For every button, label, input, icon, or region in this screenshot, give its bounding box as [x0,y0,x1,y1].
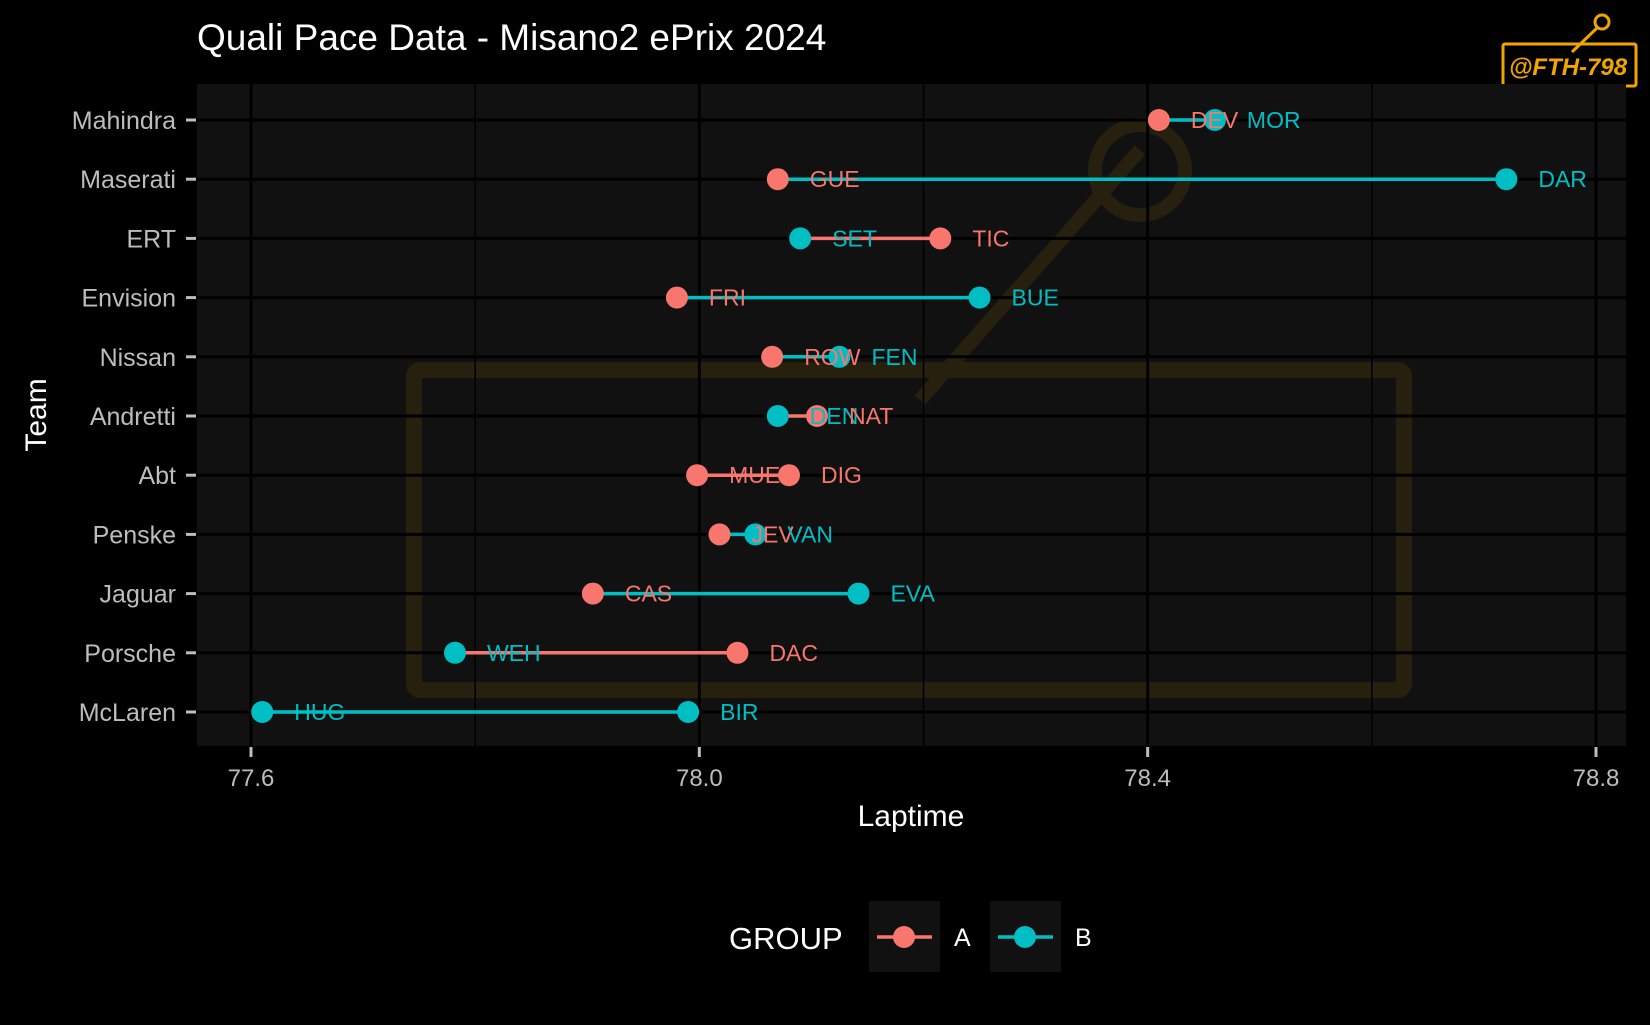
data-label: DIG [821,462,862,488]
legend-label: B [1075,924,1092,952]
data-point [708,523,731,546]
x-tick-label: 77.6 [228,765,275,792]
data-point [968,286,991,309]
data-point [1147,109,1170,131]
x-tick-label: 78.0 [676,765,723,792]
data-label: JEV [752,521,795,547]
data-label: GUE [810,166,860,192]
data-point [677,701,700,723]
legend-key-point [1014,926,1036,948]
data-label: DAR [1538,166,1587,192]
x-axis: 77.6 78.0 78.4 78.8 [228,747,1620,792]
data-point [665,286,688,309]
data-point [443,641,466,664]
data-point [766,405,789,427]
data-point [806,405,829,427]
data-point [686,464,709,487]
y-tick-label: Nissan [100,344,176,372]
data-point [581,582,604,605]
y-tick-label: Porsche [84,640,176,668]
data-point [1495,168,1518,191]
data-label: BIR [720,699,758,725]
data-point [1203,109,1226,131]
data-label: MOR [1247,107,1301,133]
data-point [847,582,870,605]
legend-label: A [954,924,971,952]
background-watermark [406,118,1412,698]
data-point [828,345,851,368]
data-point [766,168,789,191]
x-axis-title: Laptime [858,800,965,833]
y-axis-title: Team [20,378,53,451]
data-label: ROW [804,344,861,370]
watermark-logo-text: @FTH-798 [1509,54,1628,81]
legend-key-point [893,926,915,948]
data-point [744,523,767,546]
data-label: DEV [1191,107,1239,133]
y-tick-label: Jaguar [100,581,176,609]
y-tick-label: Andretti [90,403,176,431]
data-label: NAT [849,403,893,429]
x-tick-label: 78.4 [1124,765,1171,792]
data-point [726,641,749,664]
data-point [761,345,784,368]
data-point [251,701,274,723]
data-label: VAN [787,521,833,547]
data-label: EVA [890,581,935,607]
chart-title: Quali Pace Data - Misano2 ePrix 2024 [197,17,826,58]
data-label: HUG [294,699,345,725]
y-tick-label: Mahindra [72,107,176,135]
data-label: SET [832,225,877,251]
watermark-logo: @FTH-798 [1501,13,1638,88]
data-label: DAC [769,640,818,666]
data-point [929,227,952,250]
data-point [778,464,800,487]
data-label: CAS [625,581,672,607]
y-tick-label: Abt [138,462,176,490]
data-label: FEN [871,344,917,370]
legend: GROUP A B [729,901,1092,972]
data-label: TIC [972,225,1009,251]
y-tick-label: Penske [93,521,176,549]
legend-title: GROUP [729,921,843,956]
y-tick-label: McLaren [79,699,176,727]
data-label: FRI [709,285,746,311]
y-tick-label: Maserati [80,166,176,194]
y-axis: Mahindra Maserati ERT Envision Nissan Andrett… [72,107,196,727]
data-label: BUE [1012,285,1059,311]
x-tick-label: 78.8 [1573,765,1620,792]
y-tick-label: ERT [126,225,176,253]
y-tick-label: Envision [82,285,177,313]
data-point [789,227,812,250]
data-label: DEN [810,403,859,429]
data-label: WEH [487,640,541,666]
data-label: MUE [729,462,780,488]
